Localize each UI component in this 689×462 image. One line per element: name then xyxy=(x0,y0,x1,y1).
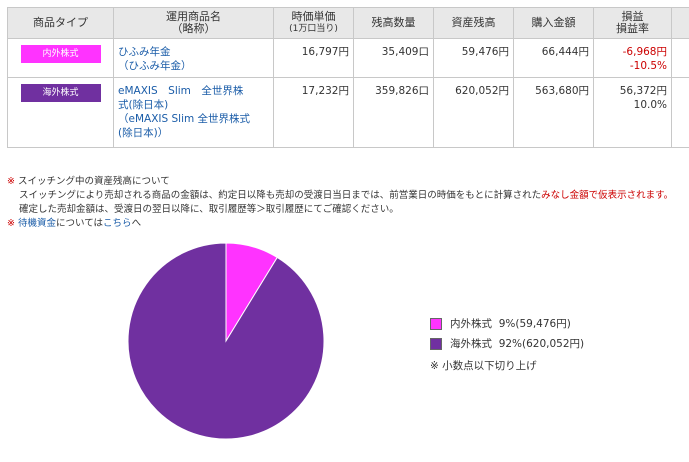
table-row: 内外株式 ひふみ年金 （ひふみ年金） 16,797円 35,409口 59,47… xyxy=(7,38,689,78)
type-cell: 海外株式 xyxy=(7,77,114,148)
legend-pct: 92% xyxy=(498,338,523,350)
header-price-l1: 時価単価 xyxy=(291,10,336,23)
chart-legend: 内外株式 9% (59,476円) 海外株式 92% (620,052円) ※ … xyxy=(430,314,584,376)
note-mark: ※ xyxy=(7,176,15,187)
header-pl-l2: 損益率 xyxy=(616,22,649,35)
header-name-l2: （略称） xyxy=(171,22,216,35)
fund-name-cell[interactable]: ひふみ年金 （ひふみ年金） xyxy=(113,38,274,78)
holdings-table: 商品タイプ 運用商品名 （略称） 時価単価 (1万口当り) 残高数量 資産残高 … xyxy=(7,7,689,148)
note-text: スイッチングにより売却される商品の金額は、約定日以降も売却の受渡日当日までは、前… xyxy=(19,190,542,201)
legend-item: 内外株式 9% (59,476円) xyxy=(430,314,584,334)
fund-name-line[interactable]: ひふみ年金 xyxy=(118,46,171,58)
header-name: 運用商品名 （略称） xyxy=(113,7,274,39)
fund-name-line[interactable]: （ひふみ年金） xyxy=(118,60,192,72)
qty-cell: 359,826口 xyxy=(353,77,434,148)
pl-amount: -6,968円 xyxy=(622,46,667,58)
cost-cell: 66,444円 xyxy=(513,38,594,78)
note-line: ※ 待機資金についてはこちらへ xyxy=(7,217,673,231)
legend-pct: 9% xyxy=(498,318,516,330)
note-highlight: みなし金額で仮表示されます。 xyxy=(541,190,674,201)
header-extra xyxy=(671,7,689,39)
balance-cell: 620,052円 xyxy=(433,77,514,148)
header-balance: 資産残高 xyxy=(433,7,514,39)
note-line: スイッチングにより売却される商品の金額は、約定日以降も売却の受渡日当日までは、前… xyxy=(7,189,673,203)
pl-cell: -6,968円 -10.5% xyxy=(593,38,672,78)
legend-amount: (620,052円) xyxy=(522,338,585,350)
note-heading: スイッチング中の資産残高について xyxy=(18,176,170,187)
pl-rate: -10.5% xyxy=(629,60,667,72)
type-badge: 内外株式 xyxy=(20,45,101,63)
legend-footnote: ※ 小数点以下切り上げ xyxy=(430,360,537,372)
note-mark: ※ xyxy=(7,218,15,229)
extra-cell xyxy=(671,38,689,78)
type-cell: 内外株式 xyxy=(7,38,114,78)
fund-name-line[interactable]: eMAXIS Slim 全世界株 xyxy=(118,85,244,97)
pl-amount: 56,372円 xyxy=(619,85,667,97)
pl-rate: 10.0% xyxy=(633,99,667,111)
here-link[interactable]: こちら xyxy=(103,218,132,229)
header-type: 商品タイプ xyxy=(7,7,114,39)
pl-cell: 56,372円 10.0% xyxy=(593,77,672,148)
qty-cell: 35,409口 xyxy=(353,38,434,78)
holdings-table-wrap: 商品タイプ 運用商品名 （略称） 時価単価 (1万口当り) 残高数量 資産残高 … xyxy=(7,7,689,148)
legend-label: 内外株式 xyxy=(450,318,492,330)
fund-name-cell[interactable]: eMAXIS Slim 全世界株 式(除日本) （eMAXIS Slim 全世界… xyxy=(113,77,274,148)
header-qty: 残高数量 xyxy=(353,7,434,39)
pie-slice-海外株式 xyxy=(127,242,325,440)
note-line: 確定した売却金額は、受渡日の翌日以降に、取引履歴等＞取引履歴にてご確認ください。 xyxy=(7,203,673,217)
allocation-pie-chart xyxy=(127,242,325,440)
fund-name-line[interactable]: 式(除日本) xyxy=(118,99,169,111)
legend-amount: (59,476円) xyxy=(515,318,571,330)
note-text: へ xyxy=(131,218,142,229)
type-badge: 海外株式 xyxy=(20,84,101,102)
note-text: 確定した売却金額は、受渡日の翌日以降に、取引履歴等＞取引履歴にてご確認ください。 xyxy=(19,204,399,215)
extra-cell xyxy=(671,77,689,148)
header-name-l1: 運用商品名 xyxy=(166,10,221,23)
table-row: 海外株式 eMAXIS Slim 全世界株 式(除日本) （eMAXIS Sli… xyxy=(7,77,689,148)
legend-swatch xyxy=(430,338,442,350)
fund-name-line[interactable]: (除日本)） xyxy=(118,127,169,139)
price-cell: 17,232円 xyxy=(273,77,354,148)
table-header-row: 商品タイプ 運用商品名 （略称） 時価単価 (1万口当り) 残高数量 資産残高 … xyxy=(7,7,689,39)
balance-cell: 59,476円 xyxy=(433,38,514,78)
note-text: については xyxy=(56,218,104,229)
fund-name-line[interactable]: （eMAXIS Slim 全世界株式 xyxy=(118,113,251,125)
header-price: 時価単価 (1万口当り) xyxy=(273,7,354,39)
header-pl-l1: 損益 xyxy=(621,10,644,23)
price-cell: 16,797円 xyxy=(273,38,354,78)
note-line: ※ スイッチング中の資産残高について xyxy=(7,175,673,189)
legend-swatch xyxy=(430,318,442,330)
header-pl: 損益 損益率 xyxy=(593,7,672,39)
legend-item: 海外株式 92% (620,052円) xyxy=(430,334,584,354)
header-price-l2: (1万口当り) xyxy=(289,24,338,34)
legend-label: 海外株式 xyxy=(450,338,492,350)
standby-funds-link[interactable]: 待機資金 xyxy=(18,218,57,229)
cost-cell: 563,680円 xyxy=(513,77,594,148)
header-cost: 購入金額 xyxy=(513,7,594,39)
notes-section: ※ スイッチング中の資産残高について スイッチングにより売却される商品の金額は、… xyxy=(7,175,673,231)
